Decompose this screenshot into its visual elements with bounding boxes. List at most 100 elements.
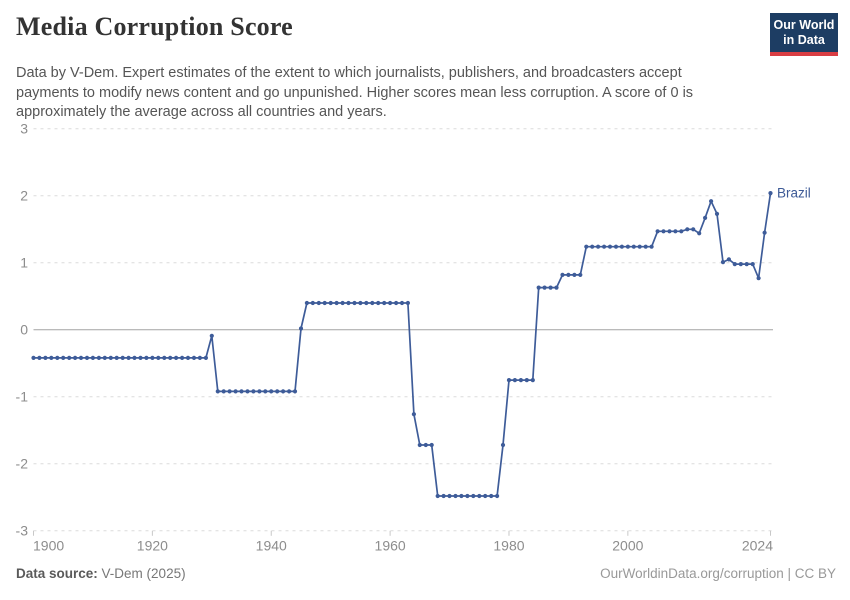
data-point[interactable] <box>643 244 648 249</box>
data-point[interactable] <box>132 355 137 360</box>
owid-logo[interactable]: Our World in Data <box>770 13 838 56</box>
data-point[interactable] <box>322 300 327 306</box>
data-point[interactable] <box>43 355 48 360</box>
data-point[interactable] <box>602 244 607 249</box>
data-point[interactable] <box>388 300 393 306</box>
data-point[interactable] <box>441 493 446 499</box>
data-point[interactable] <box>310 300 315 306</box>
data-point[interactable] <box>191 355 197 360</box>
data-point[interactable] <box>762 230 767 235</box>
data-point[interactable] <box>174 355 179 360</box>
data-point[interactable] <box>239 389 244 394</box>
data-point[interactable] <box>489 493 494 499</box>
data-point[interactable] <box>619 244 625 249</box>
data-point[interactable] <box>429 442 434 448</box>
data-point[interactable] <box>364 300 369 306</box>
data-point[interactable] <box>209 333 214 338</box>
data-point[interactable] <box>655 229 660 234</box>
data-point[interactable] <box>346 300 351 306</box>
data-point[interactable] <box>709 199 714 204</box>
data-point[interactable] <box>352 300 357 306</box>
data-point[interactable] <box>542 285 547 290</box>
data-point[interactable] <box>417 442 422 448</box>
data-point[interactable] <box>382 300 387 306</box>
data-point[interactable] <box>536 285 541 290</box>
data-point[interactable] <box>483 493 488 499</box>
data-point[interactable] <box>61 355 66 360</box>
data-point[interactable] <box>55 355 60 360</box>
brazil-series-points[interactable] <box>31 191 773 499</box>
data-point[interactable] <box>679 229 684 234</box>
data-point[interactable] <box>572 272 577 277</box>
data-point[interactable] <box>49 355 54 360</box>
data-point[interactable] <box>90 355 95 360</box>
data-point[interactable] <box>691 227 696 232</box>
data-point[interactable] <box>738 262 743 267</box>
data-point[interactable] <box>405 300 410 306</box>
data-point[interactable] <box>667 229 672 234</box>
data-point[interactable] <box>726 257 732 262</box>
data-point[interactable] <box>637 244 642 249</box>
data-point[interactable] <box>114 355 119 360</box>
data-point[interactable] <box>477 493 482 499</box>
data-point[interactable] <box>78 355 84 360</box>
data-point[interactable] <box>744 262 749 267</box>
data-point[interactable] <box>257 389 262 394</box>
data-point[interactable] <box>150 355 155 360</box>
data-point[interactable] <box>613 244 619 249</box>
data-point[interactable] <box>554 285 559 290</box>
data-point[interactable] <box>631 244 636 249</box>
data-point[interactable] <box>584 244 589 249</box>
data-point[interactable] <box>269 389 274 394</box>
series-entity-label[interactable]: Brazil <box>777 186 811 201</box>
data-point[interactable] <box>185 355 191 360</box>
data-point[interactable] <box>287 389 292 394</box>
data-point[interactable] <box>37 355 42 360</box>
data-point[interactable] <box>703 215 708 220</box>
data-point[interactable] <box>506 378 512 383</box>
data-point[interactable] <box>394 300 399 306</box>
data-point[interactable] <box>298 326 304 331</box>
data-point[interactable] <box>370 300 375 306</box>
data-point[interactable] <box>340 300 345 306</box>
data-point[interactable] <box>227 389 232 394</box>
data-point[interactable] <box>548 285 553 290</box>
data-point[interactable] <box>697 231 702 236</box>
data-point[interactable] <box>215 389 220 394</box>
data-point[interactable] <box>590 244 595 249</box>
data-point[interactable] <box>73 355 78 360</box>
data-point[interactable] <box>203 355 208 360</box>
data-point[interactable] <box>84 355 90 360</box>
data-point[interactable] <box>459 493 464 499</box>
data-point[interactable] <box>316 300 321 306</box>
data-point[interactable] <box>251 389 256 394</box>
data-point[interactable] <box>263 389 268 394</box>
data-point[interactable] <box>328 300 333 306</box>
data-point[interactable] <box>768 191 773 196</box>
data-point[interactable] <box>673 229 678 234</box>
data-point[interactable] <box>560 272 565 277</box>
data-point[interactable] <box>465 493 470 499</box>
data-point[interactable] <box>578 272 583 277</box>
data-point[interactable] <box>156 355 161 360</box>
data-point[interactable] <box>750 262 755 267</box>
data-point[interactable] <box>180 355 185 360</box>
data-point[interactable] <box>649 244 654 249</box>
data-point[interactable] <box>661 229 666 234</box>
data-point[interactable] <box>447 493 452 499</box>
data-point[interactable] <box>358 300 363 306</box>
data-point[interactable] <box>376 300 381 306</box>
data-point[interactable] <box>292 389 298 394</box>
data-point[interactable] <box>138 355 143 360</box>
data-point[interactable] <box>31 355 36 360</box>
data-point[interactable] <box>596 244 601 249</box>
data-point[interactable] <box>720 260 726 265</box>
data-point[interactable] <box>281 389 286 394</box>
data-point[interactable] <box>168 355 173 360</box>
data-point[interactable] <box>566 272 571 277</box>
data-point[interactable] <box>120 355 125 360</box>
data-point[interactable] <box>334 300 339 306</box>
data-point[interactable] <box>685 227 690 232</box>
data-point[interactable] <box>524 378 529 383</box>
